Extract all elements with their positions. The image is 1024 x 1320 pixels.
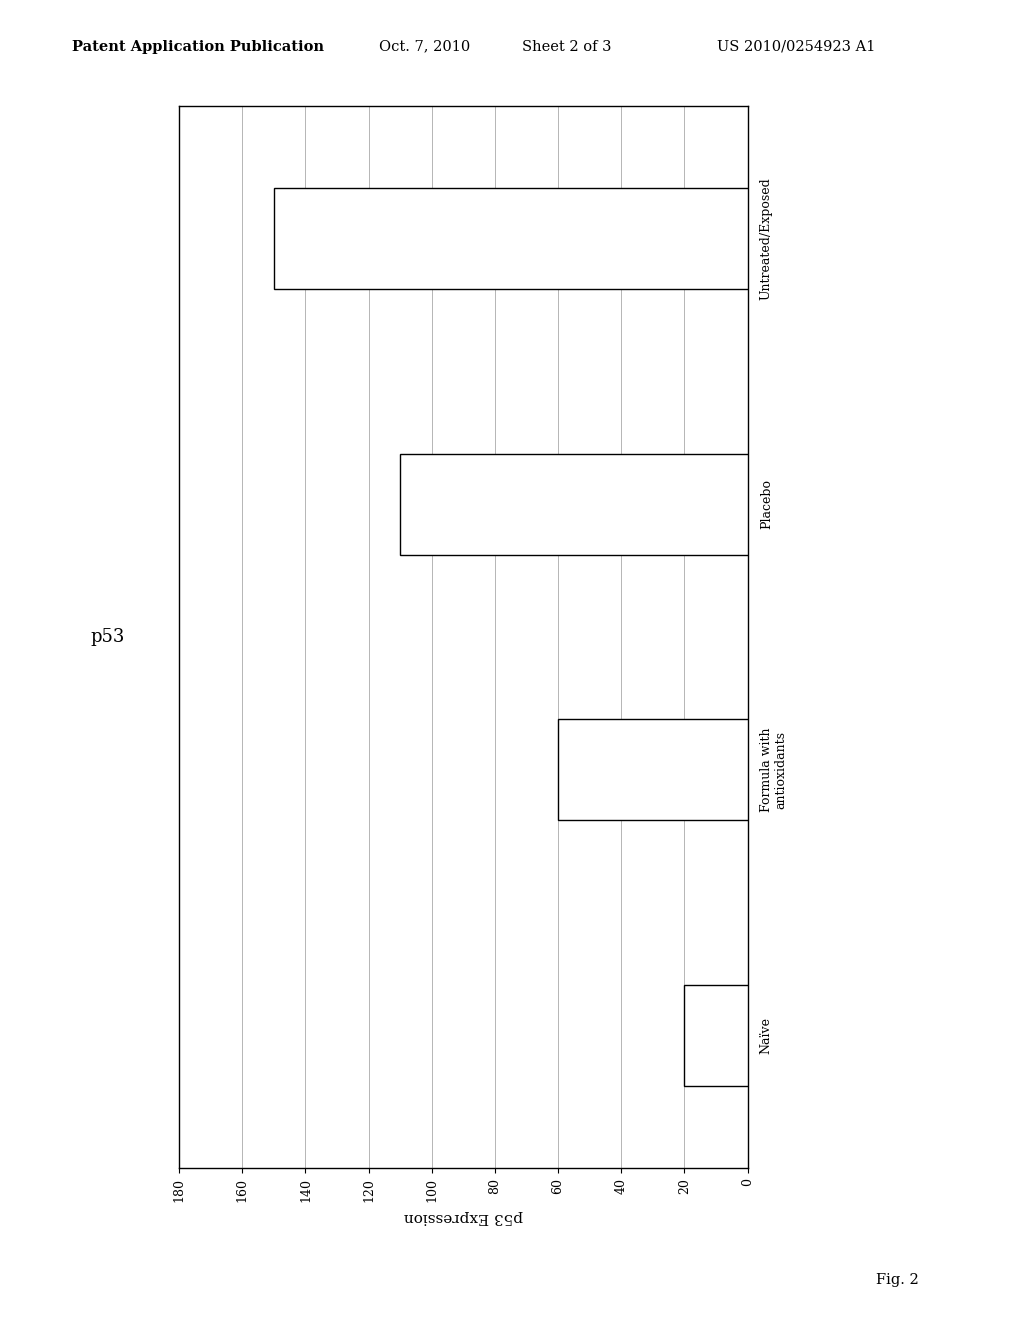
Text: Naïve: Naïve: [760, 1016, 773, 1053]
Bar: [558, 719, 748, 820]
Bar: [274, 187, 748, 289]
X-axis label: p53 Expression: p53 Expression: [403, 1210, 523, 1224]
Text: p53: p53: [90, 628, 125, 645]
Bar: [684, 985, 748, 1086]
Text: Placebo: Placebo: [760, 479, 773, 529]
Text: Sheet 2 of 3: Sheet 2 of 3: [522, 40, 611, 54]
Text: Untreated/Exposed: Untreated/Exposed: [760, 177, 773, 300]
Text: Formula with
antioxidants: Formula with antioxidants: [760, 727, 787, 812]
Text: Oct. 7, 2010: Oct. 7, 2010: [379, 40, 470, 54]
Text: Fig. 2: Fig. 2: [876, 1272, 919, 1287]
Bar: [400, 454, 748, 554]
Text: US 2010/0254923 A1: US 2010/0254923 A1: [717, 40, 876, 54]
Text: Patent Application Publication: Patent Application Publication: [72, 40, 324, 54]
